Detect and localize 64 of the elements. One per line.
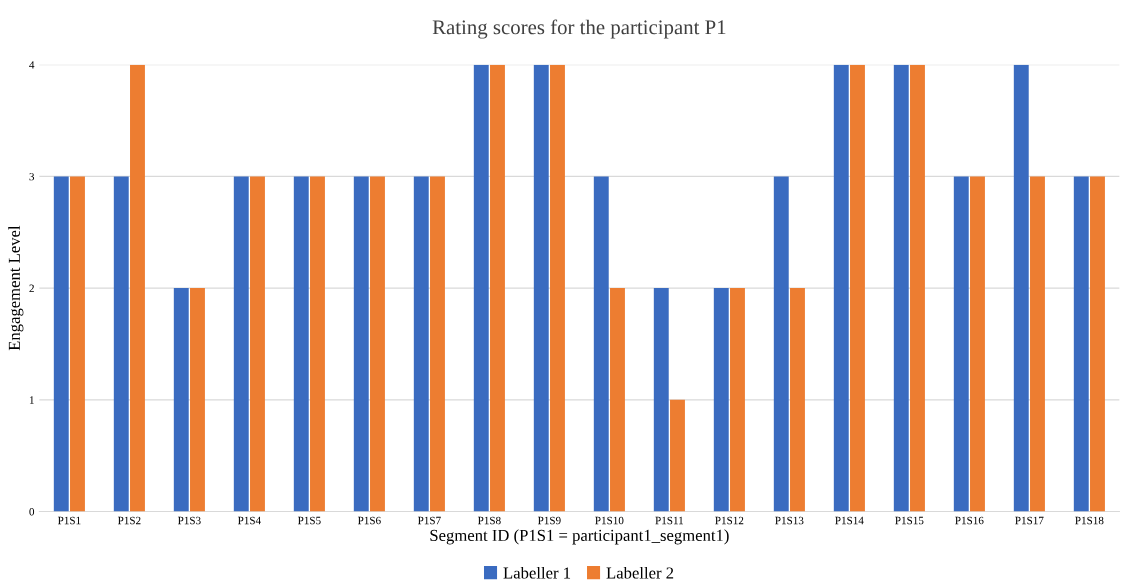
bar — [713, 288, 729, 512]
bar — [130, 64, 145, 512]
bar — [970, 176, 985, 512]
x-tick-label: P1S16 — [955, 516, 984, 525]
x-tick-label: P1S3 — [177, 516, 201, 525]
bar — [1030, 176, 1045, 512]
bar — [653, 288, 669, 512]
x-tick-label: P1S6 — [357, 516, 381, 525]
x-tick-label: P1S1 — [57, 516, 81, 525]
x-tick-label: P1S17 — [1015, 516, 1044, 525]
legend-label: Labeller 2 — [606, 566, 674, 579]
bar — [310, 176, 325, 512]
y-tick-label: 2 — [29, 284, 34, 292]
y-tick-label: 3 — [29, 172, 35, 181]
x-tick-label: P1S10 — [595, 516, 624, 525]
y-tick-label: 1 — [29, 396, 34, 404]
bar — [413, 176, 429, 512]
bar — [1013, 64, 1029, 512]
y-tick-label: 4 — [29, 61, 35, 69]
bar — [353, 176, 369, 512]
bar — [70, 176, 85, 512]
bar — [53, 176, 69, 512]
bar — [730, 288, 745, 512]
bar — [1073, 176, 1089, 512]
bar — [790, 288, 805, 512]
x-tick-label: P1S7 — [417, 516, 441, 525]
bar — [173, 288, 189, 512]
x-axis-title: Segment ID (P1S1 = participant1_segment1) — [430, 529, 729, 545]
bar — [910, 64, 925, 512]
legend-label: Labeller 1 — [503, 566, 571, 579]
x-tick-label: P1S11 — [655, 516, 684, 525]
x-tick-label: P1S9 — [537, 516, 561, 525]
bar — [113, 176, 129, 512]
bar — [190, 288, 205, 512]
bar — [773, 176, 789, 512]
chart-title: Rating scores for the participant P1 — [432, 19, 726, 39]
x-tick-label: P1S12 — [715, 516, 744, 525]
bar — [850, 64, 865, 512]
bar — [593, 176, 609, 512]
bar — [233, 176, 249, 512]
bar — [250, 176, 265, 512]
bar — [490, 64, 505, 512]
bar — [670, 399, 685, 512]
y-tick-label: 0 — [29, 508, 35, 516]
bar — [533, 64, 549, 512]
x-tick-label: P1S8 — [477, 516, 501, 525]
x-tick-label: P1S4 — [237, 516, 261, 525]
bar — [370, 176, 385, 512]
x-tick-label: P1S2 — [117, 516, 141, 525]
x-tick-label: P1S18 — [1075, 516, 1104, 525]
bar — [953, 176, 969, 512]
x-tick-label: P1S15 — [895, 516, 924, 525]
x-tick-label: P1S5 — [297, 516, 321, 525]
x-tick-label: P1S13 — [775, 516, 804, 525]
bar — [893, 64, 909, 512]
x-tick-label: P1S14 — [835, 516, 864, 525]
bar — [1090, 176, 1105, 512]
bar — [430, 176, 445, 512]
bar — [610, 288, 625, 512]
bar — [550, 64, 565, 512]
y-axis-title: Engagement Level — [8, 225, 24, 351]
bar — [833, 64, 849, 512]
bar — [293, 176, 309, 512]
bar — [473, 64, 489, 512]
